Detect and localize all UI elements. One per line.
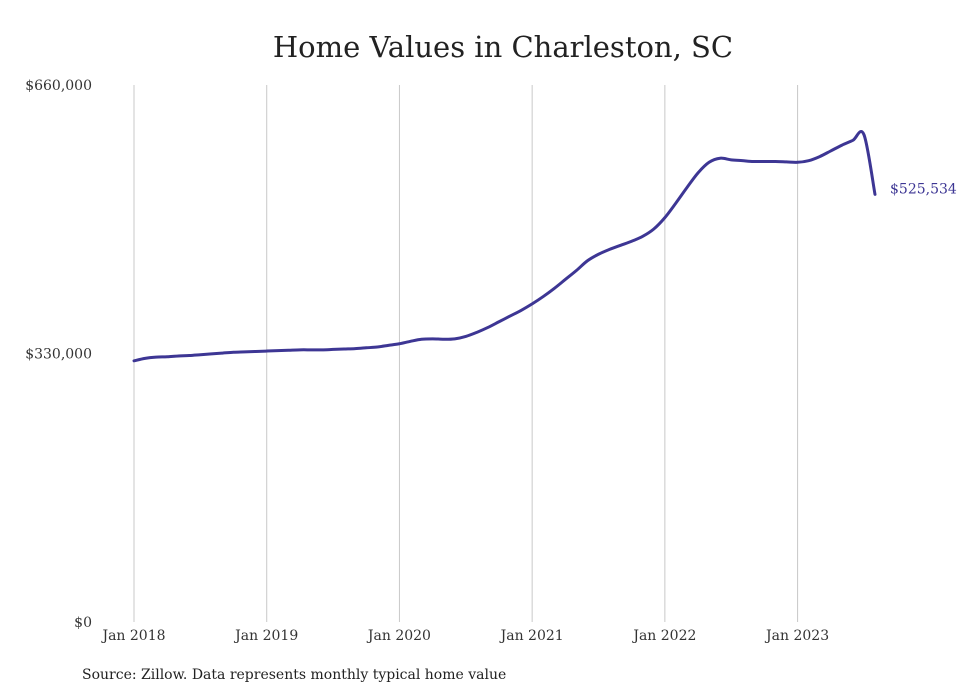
chart-title: Home Values in Charleston, SC	[272, 30, 734, 64]
end-value-label: $525,534	[890, 181, 957, 197]
y-tick-label: $660,000	[25, 78, 92, 94]
x-tick-label: Jan 2019	[233, 628, 298, 644]
series-line	[132, 129, 877, 363]
x-tick-label: Jan 2023	[764, 628, 829, 644]
y-tick-label: $0	[74, 615, 92, 631]
x-tick-label: Jan 2018	[100, 628, 165, 644]
source-note: Source: Zillow. Data represents monthly …	[82, 667, 507, 683]
x-tick-label: Jan 2021	[499, 628, 564, 644]
x-tick-label: Jan 2020	[366, 628, 431, 644]
y-tick-label: $330,000	[25, 347, 92, 363]
x-tick-label: Jan 2022	[631, 628, 696, 644]
